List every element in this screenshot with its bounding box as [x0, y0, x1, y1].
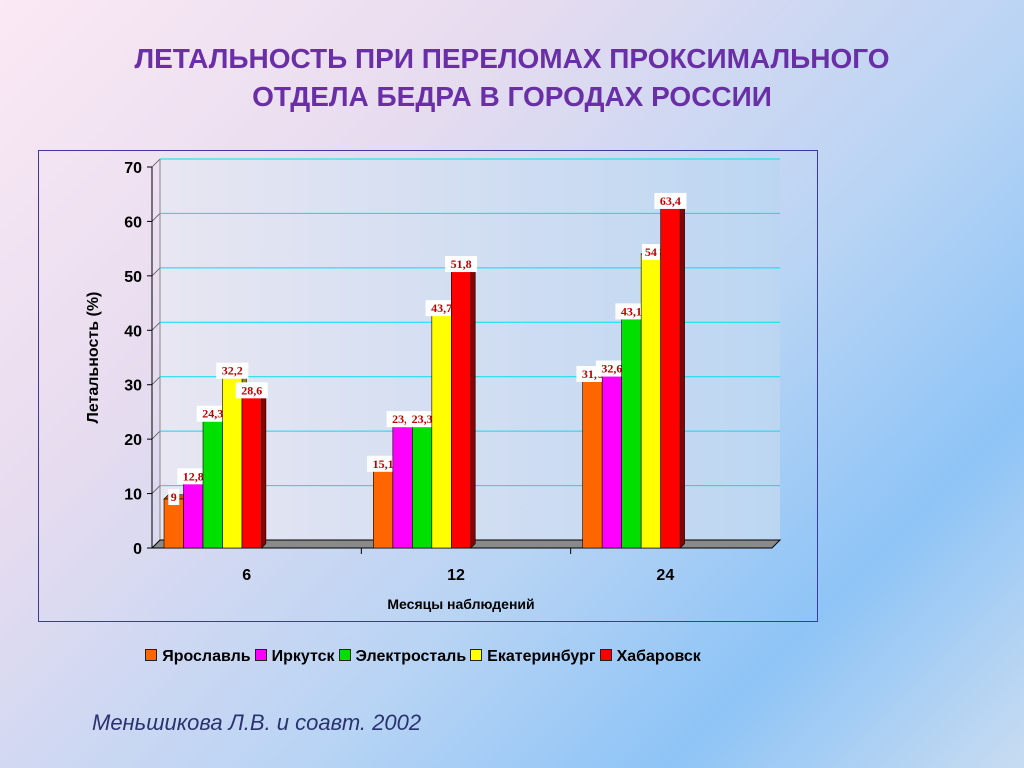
data-label: 63,4: [660, 194, 681, 208]
legend-item: Иркутск: [254, 648, 335, 666]
bar-Хабаровск: [660, 202, 681, 549]
data-label-bg: [196, 405, 229, 422]
side-wall-tick: [151, 430, 161, 440]
data-label: 9: [171, 490, 177, 504]
data-label-bg: [367, 455, 400, 472]
data-label: 12,8: [183, 469, 204, 483]
bar-Ярославль: [163, 498, 184, 549]
x-tick-label: 24: [656, 567, 674, 584]
legend-label: Ярославль: [162, 648, 251, 665]
side-wall-tick: [151, 158, 161, 168]
y-tick-label: 40: [124, 323, 142, 340]
legend-item: Хабаровск: [599, 648, 701, 666]
legend-label: Хабаровск: [616, 648, 701, 665]
bar-side: [470, 260, 476, 549]
legend-swatch: [254, 649, 267, 661]
data-label-bg: [168, 489, 180, 506]
legend-label: Иркутск: [271, 648, 335, 665]
legend-label: Екатеринбург: [487, 648, 596, 665]
bar-Электросталь: [412, 420, 433, 549]
bar-Хабаровск: [241, 392, 262, 549]
data-label-bg: [445, 256, 478, 273]
y-tick-label: 10: [124, 487, 142, 504]
x-axis-label: Месяцы наблюдений: [387, 596, 534, 612]
bar-Иркутск: [601, 370, 622, 549]
legend-swatch: [470, 649, 483, 661]
bar-side: [679, 197, 685, 549]
data-label: 32,2: [222, 364, 243, 378]
data-label-bg: [615, 303, 648, 320]
bar-Екатеринбург: [222, 372, 243, 549]
legend-label: Электросталь: [355, 648, 467, 665]
data-label: 54: [645, 245, 657, 259]
bar-side: [261, 387, 267, 549]
y-tick-label: 20: [124, 432, 142, 449]
y-tick-label: 60: [124, 214, 142, 231]
bar-Екатеринбург: [431, 309, 452, 549]
bar-chart: 0 10 20 30 40 50 60 70 Летальность (%) Месяцы наб…: [85, 158, 782, 612]
legend-swatch: [599, 649, 612, 661]
bar-Екатеринбург: [640, 253, 661, 549]
x-tick-label: 6: [242, 567, 251, 584]
y-axis-label: Летальность (%): [85, 292, 102, 424]
legend-item: Ярославль: [145, 648, 251, 666]
bar-Ярославль: [582, 375, 603, 549]
legend-item: Электросталь: [338, 648, 467, 666]
chart-frame: [38, 150, 818, 622]
data-label-bg: [235, 382, 268, 399]
bar-Ярославль: [373, 465, 394, 549]
y-tick-label: 50: [124, 269, 142, 286]
data-label-bg: [177, 468, 210, 485]
data-label-bg: [641, 244, 660, 261]
y-tick-label: 0: [133, 541, 142, 558]
y-tick-label: 70: [124, 160, 142, 177]
data-label-bg: [595, 360, 628, 377]
data-label: 23,3: [412, 412, 433, 426]
data-label-bg: [406, 411, 439, 428]
side-wall-tick: [151, 213, 161, 222]
bar-Иркутск: [392, 420, 413, 549]
side-wall-tick: [151, 376, 161, 385]
legend-swatch: [145, 649, 158, 661]
data-label: 51,8: [451, 257, 472, 271]
title-line-2: ОТДЕЛА БЕДРА В ГОРОДАХ РОССИИ: [252, 81, 772, 112]
data-label: 43,7: [431, 301, 452, 315]
side-wall-tick: [151, 267, 161, 277]
side-wall-tick: [151, 485, 161, 494]
legend-item: Екатеринбург: [470, 648, 596, 666]
data-label-bg: [425, 300, 458, 317]
data-label-bg: [216, 362, 249, 379]
bar-Хабаровск: [451, 265, 472, 549]
chart-legend: Ярославль Иркутск Электросталь Екатеринбург…: [0, 648, 850, 666]
page-title: ЛЕТАЛЬНОСТЬ ПРИ ПЕРЕЛОМАХ ПРОКСИМАЛЬНОГО…: [0, 40, 1024, 116]
y-tick-label: 30: [124, 378, 142, 395]
data-label: 43,1: [621, 304, 642, 318]
author-citation: Меньшикова Л.В. и соавт. 2002: [92, 710, 422, 735]
bar-Электросталь: [202, 415, 223, 549]
data-label-bg: [654, 192, 687, 209]
bar-Иркутск: [183, 478, 204, 549]
legend-swatch: [338, 649, 351, 661]
data-label: 24,3: [202, 407, 223, 421]
bar-Электросталь: [621, 313, 642, 549]
x-tick-label: 12: [447, 567, 465, 584]
title-line-1: ЛЕТАЛЬНОСТЬ ПРИ ПЕРЕЛОМАХ ПРОКСИМАЛЬНОГО: [134, 43, 890, 74]
side-wall-tick: [151, 322, 161, 331]
data-label: 15,1: [373, 457, 394, 471]
data-label: 28,6: [241, 383, 262, 397]
data-label: 32,6: [601, 362, 622, 376]
